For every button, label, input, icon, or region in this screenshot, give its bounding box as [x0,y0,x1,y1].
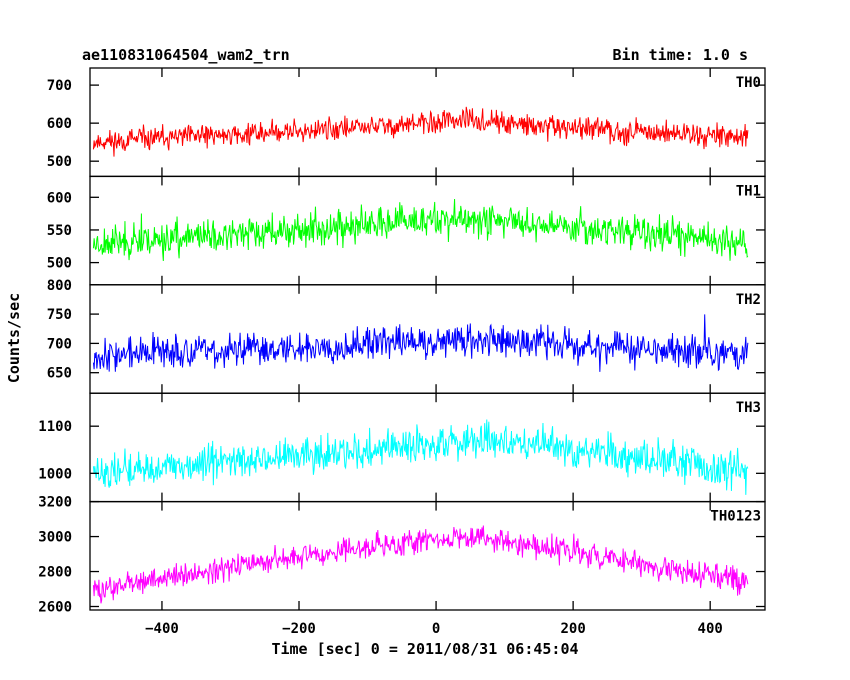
y-tick-label: 2600 [38,600,72,616]
y-tick-label: 600 [47,116,72,132]
x-tick-label: −200 [282,621,316,637]
panel-label: TH2 [736,292,761,308]
panel-label: TH0 [736,75,761,91]
x-tick-label: −400 [145,621,179,637]
panel-frame [89,392,766,503]
y-tick-label: 600 [47,190,72,206]
y-tick-label: 750 [47,307,72,323]
panel-th3: 1000 1100 TH3 [38,392,766,503]
x-axis-ticks: −400 −200 0 200 400 [145,621,723,637]
y-tick-label: 3200 [38,495,72,511]
panel-th0: 500 600 700 TH0 [47,67,766,178]
series-line-th1 [92,199,749,262]
series-line-th0 [92,106,749,157]
panel-label: TH0123 [710,509,761,525]
chart-title: ae110831064504_wam2_trn [82,46,290,64]
y-tick-label: 3000 [38,530,72,546]
y-tick-label: 2800 [38,565,72,581]
y-tick-label: 500 [47,256,72,272]
panel-label: TH3 [736,400,761,416]
panel-label: TH1 [736,183,761,199]
panel-frame [89,500,766,611]
panel-frame [89,284,766,394]
y-tick-label: 700 [47,336,72,352]
panel-th0123: 2600 2800 3000 3200 TH0123 [38,495,766,616]
y-tick-label: 1000 [38,466,72,482]
y-tick-label: 1100 [38,419,72,435]
panel-th1: 500 550 600 TH1 [47,175,766,286]
series-line-th0123 [92,525,749,604]
panels-group: 500 600 700 TH0 500 550 600 TH1 650 700 750 800 TH2 1… [38,67,766,616]
y-tick-label: 650 [47,366,72,382]
chart-subtitle: Bin time: 1.0 s [613,46,748,64]
y-tick-label: 800 [47,278,72,294]
x-tick-label: 200 [560,621,585,637]
y-axis-label: Counts/sec [5,293,23,383]
x-tick-label: 400 [698,621,723,637]
x-axis-label: Time [sec] 0 = 2011/08/31 06:45:04 [271,640,578,658]
y-tick-label: 700 [47,78,72,94]
series-line-th2 [92,314,749,372]
x-tick-label: 0 [432,621,440,637]
panel-frame [89,67,766,178]
panel-th2: 650 700 750 800 TH2 [47,278,766,394]
series-line-th3 [92,419,749,495]
y-tick-label: 500 [47,154,72,170]
y-tick-label: 550 [47,223,72,239]
